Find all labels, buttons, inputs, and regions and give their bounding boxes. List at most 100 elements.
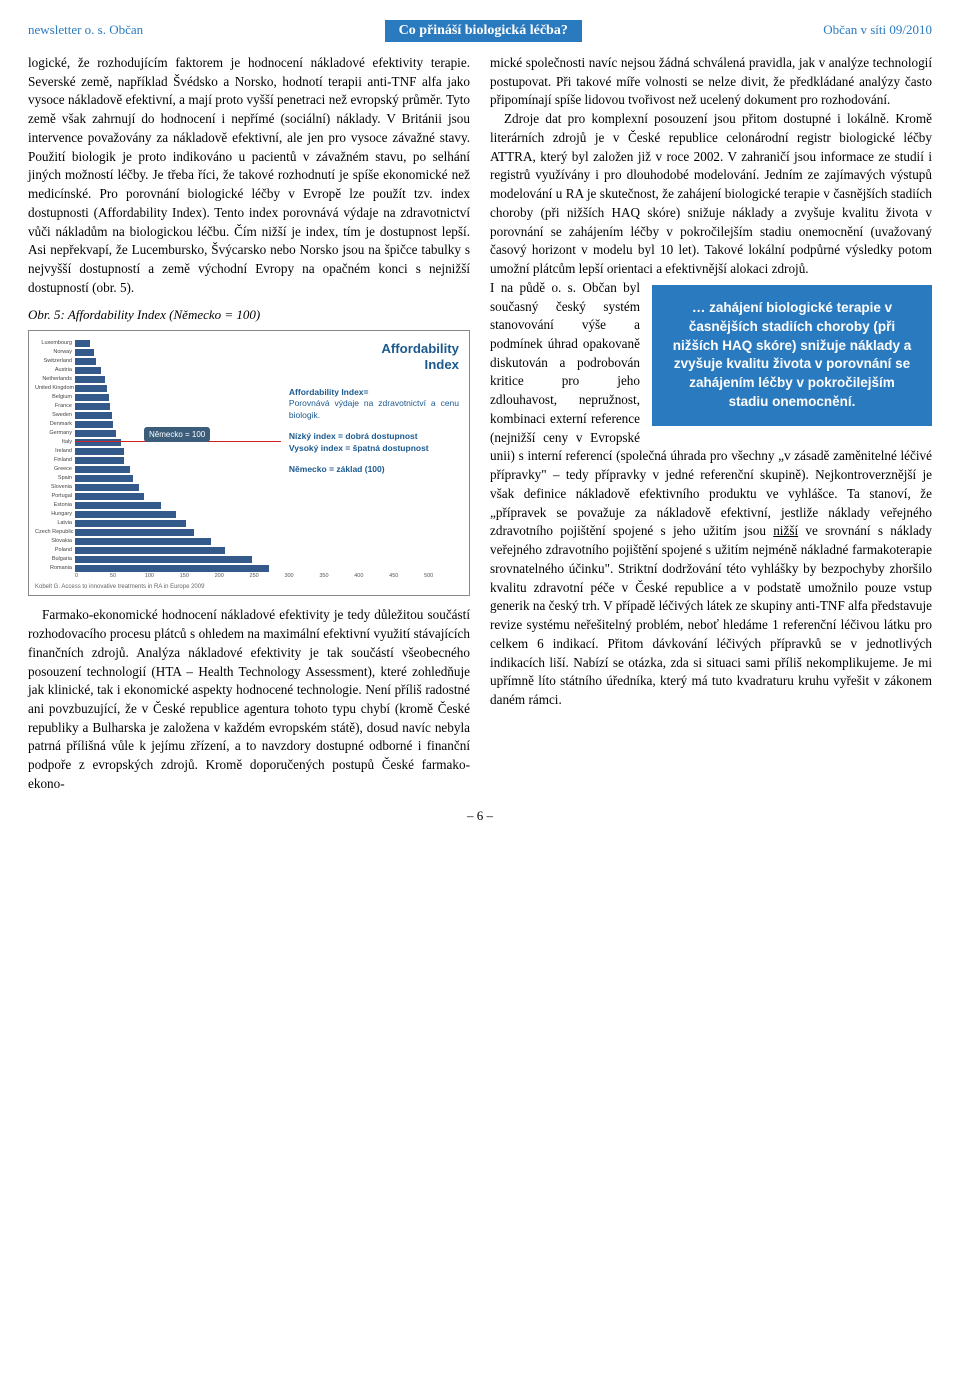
bar-label: Poland	[35, 547, 75, 555]
bar-track	[75, 394, 281, 401]
chart-title: Affordability Index	[289, 341, 459, 373]
bar-label: Bulgaria	[35, 556, 75, 564]
bar-label: Ireland	[35, 448, 75, 456]
bar-label: Switzerland	[35, 358, 75, 366]
bar-row: Estonia	[35, 501, 281, 510]
bar-label: Portugal	[35, 493, 75, 501]
bar-track	[75, 349, 281, 356]
bar-fill	[75, 556, 252, 563]
bar-label: Luxembourg	[35, 340, 75, 348]
bar-track	[75, 412, 281, 419]
bar-track	[75, 358, 281, 365]
bar-label: Belgium	[35, 394, 75, 402]
legend-block-3: Německo = základ (100)	[289, 464, 459, 475]
bar-row: Austria	[35, 366, 281, 375]
callout-box: … zahájení biologické terapie v časnější…	[652, 285, 932, 426]
bar-row: Czech Republic	[35, 528, 281, 537]
x-tick: 150	[180, 573, 215, 581]
bar-row: Luxembourg	[35, 339, 281, 348]
affordability-chart: LuxembourgNorwaySwitzerlandAustriaNether…	[28, 330, 470, 596]
left-para-1: logické, že rozhodujícím faktorem je hod…	[28, 54, 470, 298]
bar-fill	[75, 466, 130, 473]
x-tick: 350	[319, 573, 354, 581]
bar-fill	[75, 520, 186, 527]
bar-fill	[75, 358, 96, 365]
bar-track	[75, 538, 281, 545]
bar-label: Italy	[35, 439, 75, 447]
bar-row: Slovakia	[35, 537, 281, 546]
chart-caption: Obr. 5: Affordability Index (Německo = 1…	[28, 306, 470, 324]
bar-label: Spain	[35, 475, 75, 483]
bar-fill	[75, 457, 124, 464]
x-tick: 50	[110, 573, 145, 581]
bar-row: Switzerland	[35, 357, 281, 366]
bar-track	[75, 520, 281, 527]
bar-label: Sweden	[35, 412, 75, 420]
page-number: – 6 –	[28, 808, 932, 824]
x-tick: 450	[389, 573, 424, 581]
bar-label: Germany	[35, 430, 75, 438]
bar-label: Finland	[35, 457, 75, 465]
bar-row: Hungary	[35, 510, 281, 519]
bar-fill	[75, 484, 139, 491]
bar-track	[75, 502, 281, 509]
right-para-1: mické společnosti navíc nejsou žádná sch…	[490, 54, 932, 110]
bar-track	[75, 484, 281, 491]
x-tick: 100	[145, 573, 180, 581]
x-tick: 0	[75, 573, 110, 581]
bar-fill	[75, 547, 225, 554]
bar-fill	[75, 475, 133, 482]
bar-label: Netherlands	[35, 376, 75, 384]
bar-row: France	[35, 402, 281, 411]
right-para-2: Zdroje dat pro komplexní posouzení jsou …	[490, 110, 932, 279]
bar-label: Estonia	[35, 502, 75, 510]
chart-x-axis: 050100150200250300350400450500	[75, 573, 459, 581]
bar-row: Poland	[35, 546, 281, 555]
germany-ref-label: Německo = 100	[144, 427, 210, 442]
bar-fill	[75, 565, 269, 572]
bar-row: Latvia	[35, 519, 281, 528]
bar-label: Austria	[35, 367, 75, 375]
para3-b: ve srovnání s náklady veřejného zdravotn…	[490, 523, 932, 707]
bar-label: United Kingdom	[35, 385, 75, 393]
bar-row: Portugal	[35, 492, 281, 501]
bar-row: Belgium	[35, 393, 281, 402]
chart-title-sub: Index	[425, 357, 459, 372]
x-tick: 300	[284, 573, 319, 581]
bar-fill	[75, 502, 161, 509]
left-para-2: Farmako-ekonomické hodnocení nákladové e…	[28, 606, 470, 793]
right-column: mické společnosti navíc nejsou žádná sch…	[490, 54, 932, 794]
bar-fill	[75, 376, 105, 383]
bar-row: Finland	[35, 456, 281, 465]
bar-fill	[75, 430, 116, 437]
bar-label: Romania	[35, 565, 75, 573]
bar-fill	[75, 349, 94, 356]
bar-fill	[75, 511, 176, 518]
bar-row: Netherlands	[35, 375, 281, 384]
bar-track	[75, 385, 281, 392]
bar-track	[75, 448, 281, 455]
bar-track	[75, 475, 281, 482]
bar-fill	[75, 538, 211, 545]
bar-label: Latvia	[35, 520, 75, 528]
page-header: newsletter o. s. Občan Co přináší biolog…	[28, 20, 932, 42]
bar-fill	[75, 493, 144, 500]
bar-row: Slovenia	[35, 483, 281, 492]
bar-track	[75, 340, 281, 347]
bar-fill	[75, 412, 112, 419]
bar-row: United Kingdom	[35, 384, 281, 393]
bar-track	[75, 457, 281, 464]
bar-track	[75, 556, 281, 563]
bar-label: Slovakia	[35, 538, 75, 546]
x-tick: 400	[354, 573, 389, 581]
bar-track	[75, 376, 281, 383]
bar-row: Sweden	[35, 411, 281, 420]
bar-track	[75, 466, 281, 473]
bar-track	[75, 367, 281, 374]
legend2-b: Vysoký index = špatná dostupnost	[289, 443, 429, 453]
bar-fill	[75, 403, 110, 410]
bar-fill	[75, 340, 90, 347]
chart-title-main: Affordability	[381, 341, 459, 356]
x-tick: 200	[215, 573, 250, 581]
bar-fill	[75, 394, 109, 401]
